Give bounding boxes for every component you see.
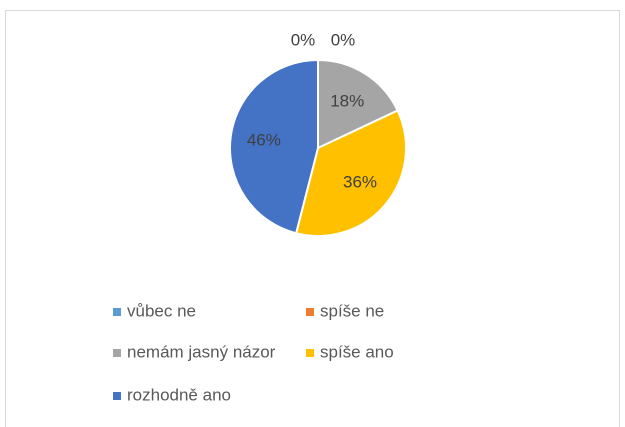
legend-swatch [113, 392, 121, 400]
legend-swatch [113, 308, 121, 316]
pie-slice [317, 58, 399, 150]
legend-swatch [306, 349, 314, 357]
pie-slice [229, 58, 319, 235]
chart-border [5, 10, 620, 427]
legend-label: spíše ne [320, 301, 384, 320]
data-label: 0% [331, 30, 356, 49]
legend-swatch [113, 349, 121, 357]
data-label: 46% [247, 131, 281, 150]
data-label: 0% [291, 30, 316, 49]
pie-slice [294, 109, 407, 237]
data-label: 18% [330, 91, 364, 110]
legend-label: vůbec ne [127, 301, 196, 320]
data-label: 36% [343, 172, 377, 191]
legend-label: spíše ano [320, 342, 394, 361]
legend-swatch [306, 308, 314, 316]
legend-label: nemám jasný názor [127, 342, 276, 361]
legend-label: rozhodně ano [127, 385, 231, 404]
